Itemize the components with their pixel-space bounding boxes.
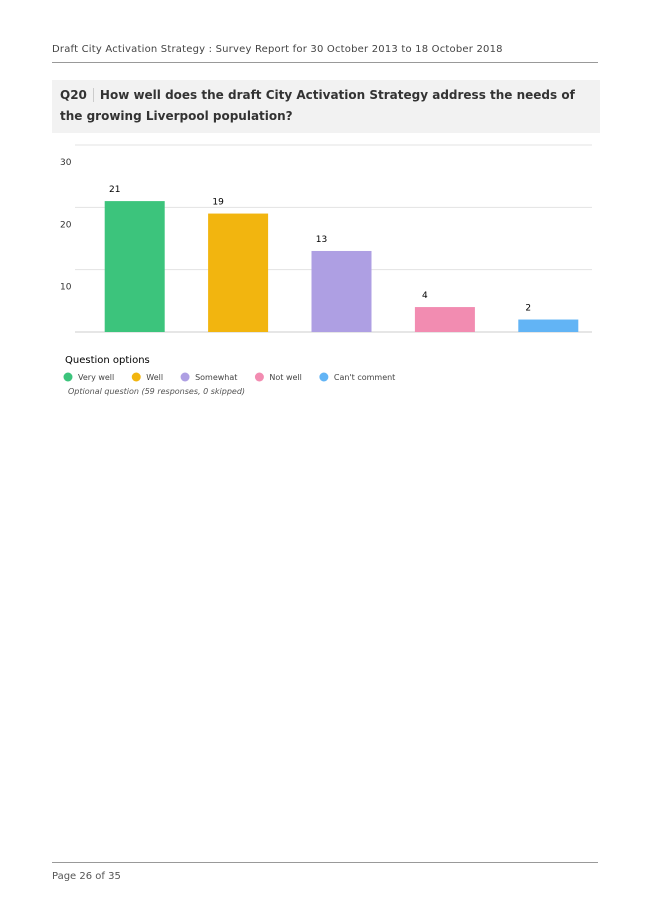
data-label: 13 [316, 235, 327, 245]
note: Optional question (59 responses, 0 skipp… [68, 387, 246, 396]
header-title: Draft City Activation Strategy : Survey … [52, 44, 503, 55]
question-text: How well does the draft City Activation … [60, 88, 575, 123]
y-tick-label: 10 [60, 283, 72, 293]
legend-label: Somewhat [195, 373, 237, 382]
bar [414, 307, 475, 332]
footer-rule [52, 862, 598, 863]
legend-marker [131, 372, 141, 382]
legend-label: Well [146, 373, 163, 382]
chart: Question options 10 20 30 21 19 13 4 2 Very well… [60, 144, 592, 382]
bar [311, 250, 372, 332]
bar [104, 201, 165, 332]
y-tick-label: 30 [60, 158, 72, 168]
data-label: 19 [212, 198, 224, 208]
header-rule [52, 62, 598, 63]
footer-page: Page 26 of 35 [52, 871, 121, 882]
bar [518, 319, 579, 332]
data-label: 21 [109, 185, 120, 195]
legend-marker [254, 372, 264, 382]
legend-marker [63, 372, 73, 382]
bar [208, 213, 269, 332]
legend-marker [319, 372, 329, 382]
data-label: 4 [422, 291, 428, 301]
legend-label: Can't comment [334, 373, 395, 382]
question-number: Q20 [60, 88, 94, 102]
legend-title: Question options [65, 355, 150, 366]
legend-marker [180, 372, 190, 382]
legend-label: Not well [269, 373, 301, 382]
data-label: 2 [525, 304, 531, 314]
question-box: Q20 How well does the draft City Activati… [52, 80, 600, 133]
y-tick-label: 20 [60, 220, 72, 230]
legend-label: Very well [78, 373, 114, 382]
